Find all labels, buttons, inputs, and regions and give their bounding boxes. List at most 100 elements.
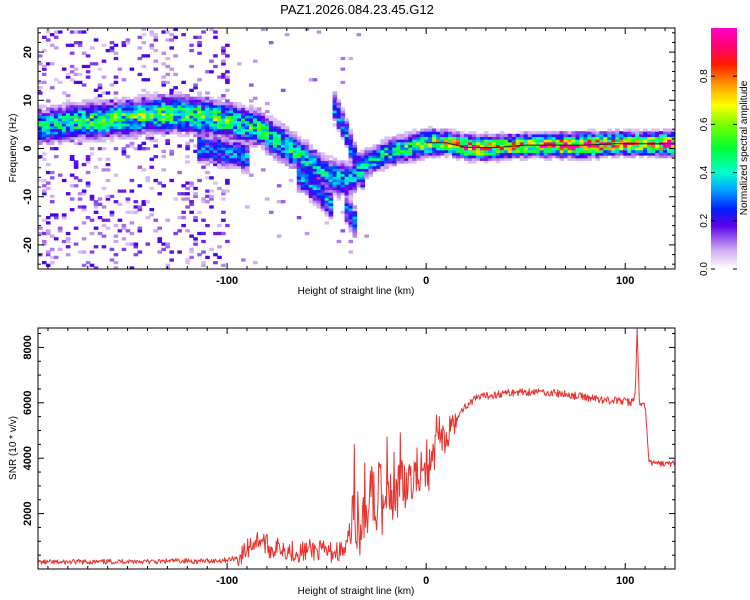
heatmap-cell — [49, 128, 55, 132]
heatmap-cell — [635, 144, 640, 148]
heatmap-cell — [340, 67, 346, 71]
heatmap-cell — [292, 133, 298, 138]
heatmap-cell — [635, 136, 640, 140]
heatmap-cell — [89, 109, 95, 114]
heatmap-cell — [424, 152, 429, 156]
heatmap-cell — [221, 51, 226, 55]
heatmap-cell — [288, 155, 294, 159]
heatmap-cell — [555, 133, 561, 138]
heatmap-cell — [161, 133, 166, 138]
heatmap-cell — [463, 133, 469, 138]
heatmap-cell — [551, 141, 557, 145]
heatmap-cell — [264, 133, 270, 138]
snr-x-tick-label: -100 — [216, 575, 238, 587]
heatmap-cell — [177, 123, 182, 127]
heatmap-cell — [272, 147, 278, 151]
heatmap-cell — [567, 131, 573, 135]
heatmap-cell — [201, 115, 206, 119]
heatmap-cell — [201, 133, 206, 138]
heatmap-cell — [109, 210, 115, 214]
heatmap-cell — [344, 178, 350, 183]
heatmap-cell — [53, 109, 59, 114]
heatmap-cell — [205, 133, 210, 138]
heatmap-cell — [193, 125, 198, 130]
heatmap-cell — [408, 139, 413, 143]
heatmap-cell — [57, 229, 63, 233]
heatmap-cell — [543, 141, 549, 145]
heatmap-cell — [336, 168, 342, 172]
heatmap-cell — [109, 104, 115, 108]
heatmap-cell — [456, 133, 461, 138]
heatmap-cell — [249, 112, 254, 116]
heatmap-cell — [324, 162, 330, 167]
heatmap-cell — [332, 170, 338, 175]
heatmap-cell — [376, 144, 381, 148]
heatmap-cell — [113, 109, 119, 114]
heatmap-cell — [157, 104, 163, 108]
heatmap-cell — [416, 152, 421, 156]
heatmap-cell — [73, 184, 79, 188]
heatmap-cell — [197, 231, 202, 236]
heatmap-cell — [97, 139, 103, 143]
heatmap-cell — [81, 133, 87, 138]
heatmap-cell — [165, 104, 170, 108]
heatmap-cell — [272, 133, 278, 138]
heatmap-cell — [408, 144, 413, 148]
heatmap-cell — [631, 139, 636, 143]
heatmap-cell — [221, 152, 226, 156]
heatmap-cell — [101, 101, 107, 106]
heatmap-cell — [125, 125, 131, 130]
heatmap-cell — [475, 141, 481, 145]
heatmap-cell — [324, 181, 330, 185]
heatmap-cell — [209, 176, 214, 180]
heatmap-cell — [157, 112, 163, 116]
heatmap-cell — [260, 139, 266, 143]
snr-x-tick-label: 100 — [616, 575, 634, 587]
heatmap-cell — [181, 115, 186, 119]
heatmap-cell — [45, 231, 51, 236]
heatmap-cell — [113, 96, 119, 100]
heatmap-cell — [583, 155, 589, 159]
heatmap-cell — [479, 152, 485, 156]
heatmap-cell — [340, 162, 346, 167]
heatmap-cell — [280, 128, 286, 132]
heatmap-cell — [376, 155, 381, 159]
heatmap-cell — [296, 173, 302, 177]
heatmap-cell — [217, 136, 222, 140]
heatmap-cell — [137, 46, 143, 50]
heatmap-cell — [324, 189, 330, 193]
heatmap-cell — [49, 170, 55, 175]
heatmap-cell — [157, 125, 163, 130]
heatmap-cell — [296, 176, 302, 180]
heatmap-cell — [332, 99, 338, 103]
heatmap-cell — [475, 133, 481, 138]
heatmap-cell — [205, 152, 210, 156]
heatmap-cell — [209, 147, 214, 151]
heatmap-cell — [73, 120, 79, 124]
heatmap-cell — [113, 51, 119, 55]
heatmap-ridge-line — [426, 142, 675, 148]
heatmap-cell — [507, 139, 513, 143]
heatmap-cell — [77, 197, 83, 201]
heatmap-cell — [320, 200, 326, 204]
heatmap-cell — [185, 133, 190, 138]
heatmap-cell — [89, 115, 95, 119]
heatmap-cell — [161, 168, 166, 172]
heatmap-cell — [177, 91, 182, 95]
heatmap-cell — [571, 149, 577, 153]
heatmap-cell — [109, 120, 115, 124]
heatmap-cell — [197, 131, 202, 135]
heatmap-cell — [153, 35, 159, 39]
heatmap-cell — [491, 139, 497, 143]
heatmap-cell — [412, 147, 417, 151]
heatmap-cell — [245, 131, 250, 135]
heatmap-cell — [169, 96, 174, 100]
heatmap-cell — [173, 109, 178, 114]
heatmap-cell — [193, 133, 198, 138]
heatmap-cell — [515, 149, 521, 153]
heatmap-cell — [41, 48, 47, 53]
heatmap-cell — [249, 120, 254, 124]
heatmap-cell — [38, 231, 43, 236]
heatmap-cell — [300, 184, 306, 188]
heatmap-cell — [65, 43, 71, 47]
